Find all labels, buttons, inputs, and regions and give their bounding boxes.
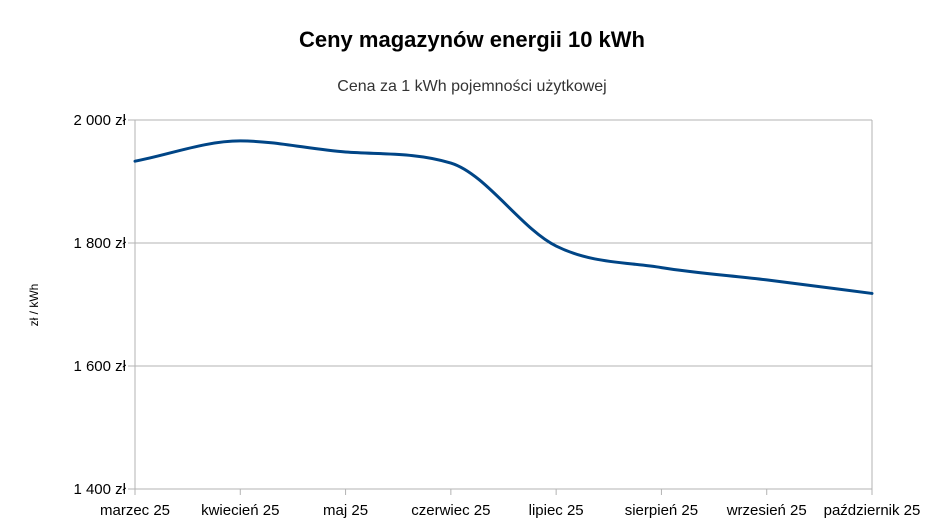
x-tick-label: sierpień 25: [625, 502, 698, 519]
x-tick-label: kwiecień 25: [201, 502, 279, 519]
x-tick-label: październik 25: [824, 502, 921, 519]
y-tick-label: 1 600 zł: [73, 358, 126, 375]
x-tick-label: wrzesień 25: [726, 502, 807, 519]
chart-subtitle: Cena za 1 kWh pojemności użytkowej: [337, 78, 606, 95]
y-tick-label: 1 800 zł: [73, 235, 126, 252]
y-tick-label: 2 000 zł: [73, 112, 126, 129]
axes: [128, 119, 873, 495]
x-tick-label: marzec 25: [100, 502, 170, 519]
x-tick-label: maj 25: [323, 502, 368, 519]
x-tick-labels: marzec 25 kwiecień 25 maj 25 czerwiec 25 lip…: [100, 502, 920, 519]
y-tick-label: 1 400 zł: [73, 481, 126, 498]
y-axis-label: zł / kWh: [27, 284, 41, 327]
x-tick-label: czerwiec 25: [411, 502, 490, 519]
series-group: [133, 139, 874, 295]
x-tick-label: lipiec 25: [529, 502, 584, 519]
series-line: [133, 139, 874, 295]
y-tick-labels: 1 400 zł 1 600 zł 1 800 zł 2 000 zł: [73, 112, 126, 498]
grid-lines: [135, 119, 872, 490]
chart-title: Ceny magazynów energii 10 kWh: [299, 27, 645, 52]
